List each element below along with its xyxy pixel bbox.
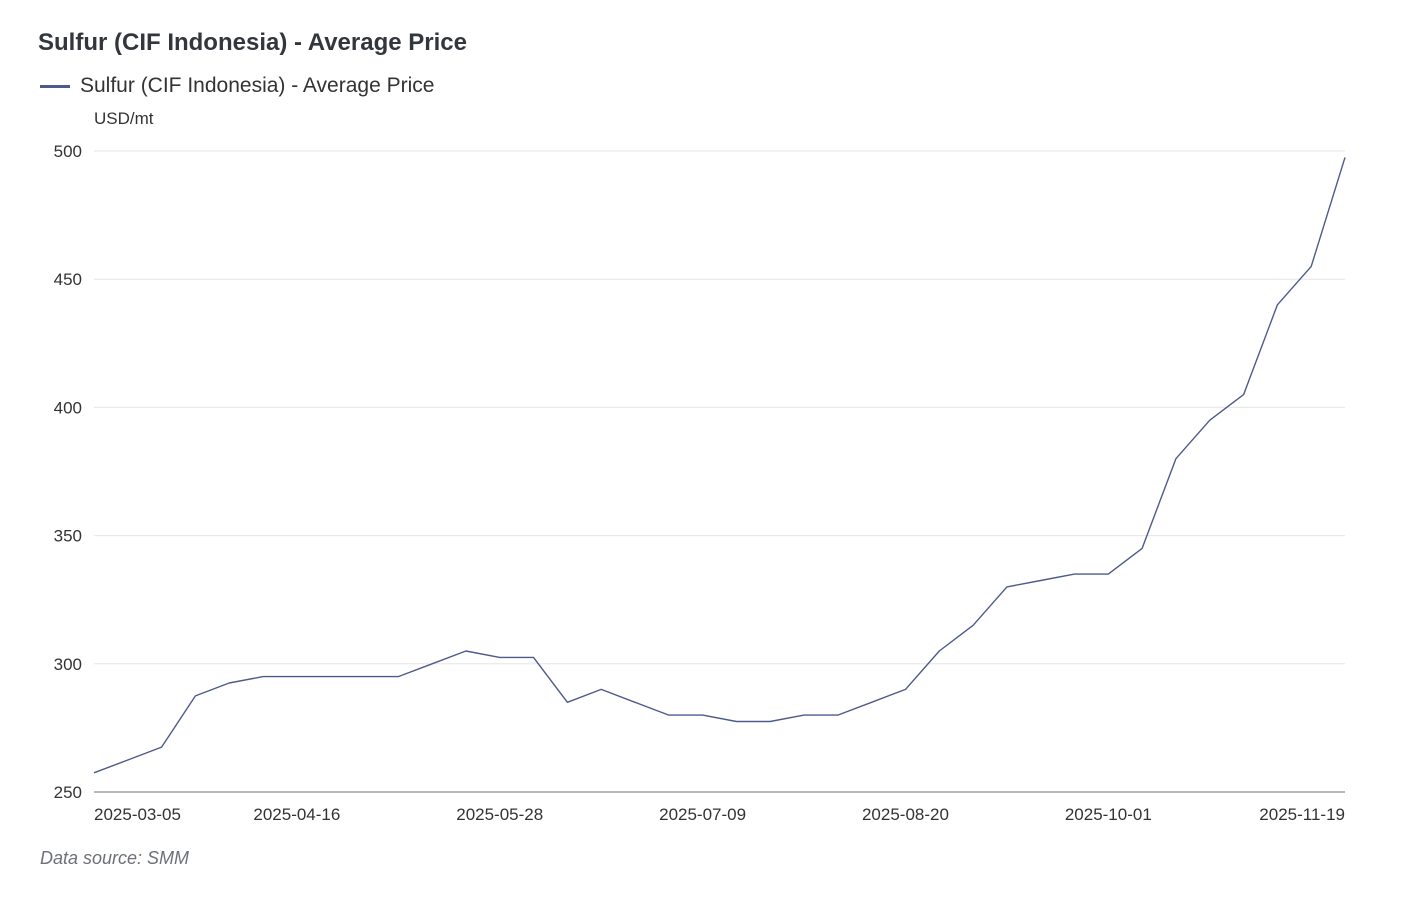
x-tick-label: 2025-11-19 xyxy=(1259,805,1345,824)
y-tick-label: 450 xyxy=(54,270,82,289)
x-tick-label: 2025-08-20 xyxy=(862,805,949,824)
x-tick-label: 2025-03-05 xyxy=(94,805,181,824)
y-tick-label: 400 xyxy=(54,398,82,417)
y-axis-label: USD/mt xyxy=(94,109,154,128)
data-source: Data source: SMM xyxy=(40,848,190,868)
legend-label: Sulfur (CIF Indonesia) - Average Price xyxy=(80,74,435,97)
legend-line-icon xyxy=(40,84,70,88)
x-tick-label: 2025-04-16 xyxy=(253,805,340,824)
x-tick-label: 2025-05-28 xyxy=(456,805,543,824)
legend-item[interactable]: Sulfur (CIF Indonesia) - Average Price xyxy=(40,74,434,98)
price-series-line xyxy=(93,157,1346,774)
y-tick-label: 500 xyxy=(54,142,82,161)
y-tick-label: 250 xyxy=(54,783,82,802)
y-tick-label: 350 xyxy=(54,527,82,546)
chart-title: Sulfur (CIF Indonesia) - Average Price xyxy=(38,29,467,56)
x-tick-label: 2025-07-09 xyxy=(659,805,746,824)
y-tick-label: 300 xyxy=(54,655,82,674)
x-tick-label: 2025-10-01 xyxy=(1065,805,1152,824)
